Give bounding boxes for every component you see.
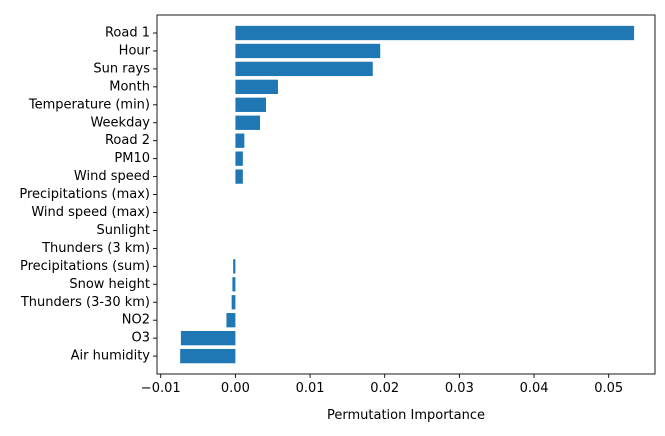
bar — [235, 25, 635, 41]
bar — [232, 277, 236, 292]
y-tick-label: Thunders (3-30 km) — [20, 295, 150, 310]
x-tick-label: 0.03 — [445, 381, 474, 396]
bar — [235, 61, 373, 77]
y-tick-label: Wind speed (max) — [31, 205, 150, 220]
y-tick-label: Hour — [119, 43, 151, 58]
bar — [235, 79, 278, 94]
bar — [235, 151, 243, 166]
y-tick-label: NO2 — [122, 313, 150, 328]
x-tick-label: 0.05 — [594, 381, 623, 396]
y-tick-label: Wind speed — [74, 169, 150, 184]
bar — [235, 43, 381, 59]
bar — [226, 313, 236, 328]
y-tick-label: Thunders (3 km) — [41, 241, 150, 256]
y-tick-label: Sun rays — [93, 61, 150, 76]
bar — [233, 259, 236, 274]
bar — [235, 169, 243, 184]
y-tick-label: Road 2 — [105, 133, 150, 148]
x-axis-label: Permutation Importance — [327, 408, 485, 423]
y-tick-label: Sunlight — [96, 223, 150, 238]
bar — [231, 295, 236, 310]
y-tick-label: Snow height — [69, 277, 150, 292]
y-tick-label: Road 1 — [105, 26, 150, 41]
bar — [235, 97, 267, 112]
y-ticks-layer: Road 1 Hour Sun rays Month Temperature (min)… — [19, 26, 157, 364]
x-tick-label: 0.04 — [520, 381, 549, 396]
y-tick-label: Weekday — [90, 115, 150, 130]
x-tick-label: 0.02 — [370, 381, 399, 396]
y-tick-label: PM10 — [114, 151, 150, 166]
x-tick-label: −0.01 — [141, 381, 181, 396]
bar — [235, 115, 261, 130]
x-tick-label: 0.01 — [296, 381, 325, 396]
y-tick-label: Air humidity — [71, 349, 151, 364]
bar — [180, 348, 236, 364]
x-tick-label: 0.00 — [221, 381, 250, 396]
bar — [235, 133, 245, 148]
y-tick-label: Month — [109, 79, 150, 94]
y-tick-label: O3 — [131, 331, 150, 346]
x-ticks-layer: −0.01 0.00 0.01 0.02 0.03 0.04 0.05 — [141, 374, 623, 396]
bar — [180, 331, 236, 346]
y-tick-label: Precipitations (max) — [19, 187, 150, 202]
y-tick-label: Precipitations (sum) — [20, 259, 150, 274]
y-tick-label: Temperature (min) — [28, 97, 150, 112]
bars-layer — [180, 25, 635, 364]
